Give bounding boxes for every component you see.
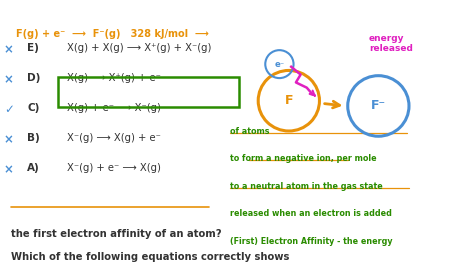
Text: C): C)	[27, 103, 40, 113]
Text: energy
released: energy released	[369, 34, 413, 53]
Text: ✓: ✓	[4, 103, 14, 116]
Text: to a neutral atom in the gas state: to a neutral atom in the gas state	[230, 182, 383, 191]
Text: F⁻: F⁻	[371, 99, 386, 113]
Text: X⁻(g) ⟶ X(g) + e⁻: X⁻(g) ⟶ X(g) + e⁻	[67, 134, 161, 143]
Text: released when an electron is added: released when an electron is added	[230, 209, 392, 218]
Text: e⁻: e⁻	[274, 60, 284, 69]
Text: X(g) + X(g) ⟶ X⁺(g) + X⁻(g): X(g) + X(g) ⟶ X⁺(g) + X⁻(g)	[67, 43, 212, 53]
Text: E): E)	[27, 43, 39, 53]
Text: ×: ×	[4, 73, 14, 86]
Text: X⁻(g) + e⁻ ⟶ X(g): X⁻(g) + e⁻ ⟶ X(g)	[67, 164, 161, 173]
Text: ×: ×	[4, 134, 14, 146]
Text: F(g) + e⁻  ⟶  F⁻(g)   328 kJ/mol  ⟶: F(g) + e⁻ ⟶ F⁻(g) 328 kJ/mol ⟶	[16, 29, 209, 39]
Text: A): A)	[27, 164, 40, 173]
Text: (First) Electron Affinity - the energy: (First) Electron Affinity - the energy	[230, 237, 392, 246]
Text: X(g) + e⁻ ⟶ X⁻(g): X(g) + e⁻ ⟶ X⁻(g)	[67, 103, 161, 113]
Text: B): B)	[27, 134, 40, 143]
Text: D): D)	[27, 73, 41, 83]
Text: X(g) ⟶ X⁺(g) + e⁻: X(g) ⟶ X⁺(g) + e⁻	[67, 73, 161, 83]
Text: ×: ×	[4, 43, 14, 56]
Text: the first electron affinity of an atom?: the first electron affinity of an atom?	[11, 229, 221, 239]
Text: Which of the following equations correctly shows: Which of the following equations correct…	[11, 252, 289, 262]
Text: ×: ×	[4, 164, 14, 176]
Text: F: F	[284, 94, 293, 107]
Text: to form a negative ion, per mole: to form a negative ion, per mole	[230, 154, 376, 163]
Text: of atoms: of atoms	[230, 127, 269, 136]
